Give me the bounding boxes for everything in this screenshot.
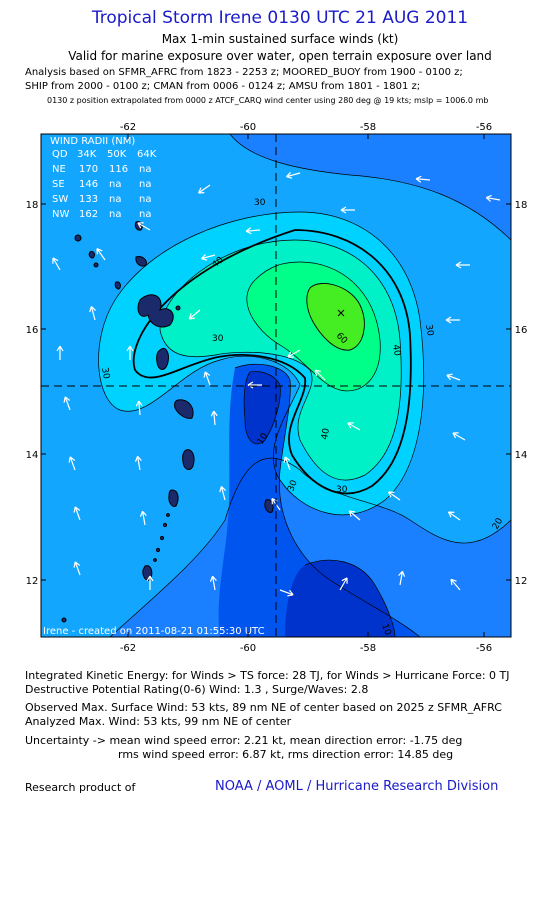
x-tick-label-top: -56 [476, 122, 492, 133]
wind-radii-value: na [109, 209, 121, 220]
wind-radii-quadrant: SW [52, 194, 68, 205]
map-subtitle: Max 1-min sustained surface winds (kt) [161, 32, 399, 46]
destructive-potential-rating: Destructive Potential Rating(0-6) Wind: … [25, 683, 369, 696]
y-tick-label-right: 14 [515, 450, 528, 461]
y-tick-label-left: 16 [26, 325, 39, 336]
contour-label: 40 [390, 344, 402, 357]
research-label: Research product of [25, 781, 136, 794]
wind-radii-value: na [139, 164, 151, 175]
storm-center-crosshair [41, 134, 511, 637]
wind-radii-title: WIND RADII (NM) [50, 136, 135, 147]
y-tick-label-right: 18 [515, 200, 528, 211]
wind-radii-quadrant: NW [52, 209, 69, 220]
band-0-inner [244, 371, 281, 444]
island-st-vincent [168, 489, 179, 507]
wind-field-map: 30 40 30 30 40 60 30 40 30 20 30 10 10 W… [26, 122, 528, 654]
axis-labels: -62 -60 -58 -56 -62 -60 -58 -56 18 16 14… [26, 122, 528, 654]
wind-radii-value: na [139, 209, 151, 220]
wind-radii-value: na [139, 194, 151, 205]
band-0 [285, 560, 395, 637]
analyzed-max-wind: Analyzed Max. Wind: 53 kts, 99 nm NE of … [25, 715, 292, 728]
wind-radii-value: 116 [109, 164, 128, 175]
wind-radii-header-qd: QD [52, 149, 68, 160]
y-tick-label-right: 16 [515, 325, 528, 336]
island-dominica [156, 347, 169, 370]
map-title: Tropical Storm Irene 0130 UTC 21 AUG 201… [91, 8, 469, 28]
y-tick-label-right: 12 [515, 576, 528, 587]
isotach-contours [41, 134, 511, 637]
wind-radii-table: WIND RADII (NM) QD 34K 50K 64K NE 170 11… [50, 136, 157, 220]
contour-label: 30 [212, 334, 224, 344]
island-guadeloupe [137, 294, 174, 328]
contour-label: 40 [320, 427, 332, 440]
wind-radii-value: 170 [79, 164, 98, 175]
max-wind-marker [337, 309, 345, 317]
position-note: 0130 z position extrapolated from 0000 z… [47, 96, 489, 105]
y-tick-label-left: 12 [26, 576, 39, 587]
wind-radii-quadrant: SE [52, 179, 65, 190]
x-tick-label-bottom: -58 [360, 643, 376, 654]
x-tick-label-top: -62 [120, 122, 136, 133]
island-nevis [114, 281, 121, 290]
x-tick-label-bottom: -60 [240, 643, 256, 654]
wind-radii-header-50k: 50K [107, 149, 127, 160]
wind-radii-quadrant: NE [52, 164, 66, 175]
ike-summary: Integrated Kinetic Energy: for Winds > T… [25, 669, 510, 682]
analysis-sources-line-2: SHIP from 2000 - 0100 z; CMAN from 0006 … [25, 81, 421, 92]
wind-radii-value: na [109, 179, 121, 190]
uncertainty-line-1: Uncertainty -> mean wind speed error: 2.… [25, 734, 463, 747]
wind-radii-value: na [139, 179, 151, 190]
contour-label: 30 [254, 198, 266, 208]
island-martinique [174, 399, 194, 419]
island-antigua [135, 256, 147, 267]
analysis-sources-line-1: Analysis based on SFMR_AFRC from 1823 - … [25, 67, 463, 78]
island-barbados [264, 499, 274, 513]
y-tick-label-left: 18 [26, 200, 39, 211]
y-tick-label-left: 14 [26, 450, 39, 461]
island-montserrat [88, 251, 95, 259]
uncertainty-line-2: rms wind speed error: 6.87 kt, rms direc… [118, 748, 454, 761]
x-tick-label-bottom: -56 [476, 643, 492, 654]
island-outlines [61, 221, 274, 623]
contour-label: 30 [336, 485, 348, 495]
axis-ticks [41, 134, 511, 637]
observed-max-wind: Observed Max. Surface Wind: 53 kts, 89 n… [25, 701, 502, 714]
contour-label: 30 [423, 324, 435, 337]
wind-radii-header-64k: 64K [137, 149, 157, 160]
wind-radii-value: 162 [79, 209, 98, 220]
x-tick-label-top: -58 [360, 122, 376, 133]
wind-radii-value: 133 [79, 194, 98, 205]
x-tick-label-top: -60 [240, 122, 256, 133]
contour-label: 10 [379, 623, 392, 637]
wind-radii-header-34k: 34K [77, 149, 97, 160]
contour-label: 30 [99, 367, 111, 380]
plot-frame [40, 133, 512, 638]
island-st-lucia [182, 449, 195, 470]
noaa-credit: NOAA / AOML / Hurricane Research Divisio… [215, 779, 499, 794]
wind-radii-value: na [109, 194, 121, 205]
creation-stamp: Irene - created on 2011-08-21 01:55:30 U… [43, 626, 265, 637]
valid-exposure-line: Valid for marine exposure over water, op… [68, 49, 492, 63]
x-tick-label-bottom: -62 [120, 643, 136, 654]
contour-label: 30 [286, 479, 299, 493]
wind-radii-value: 146 [79, 179, 98, 190]
